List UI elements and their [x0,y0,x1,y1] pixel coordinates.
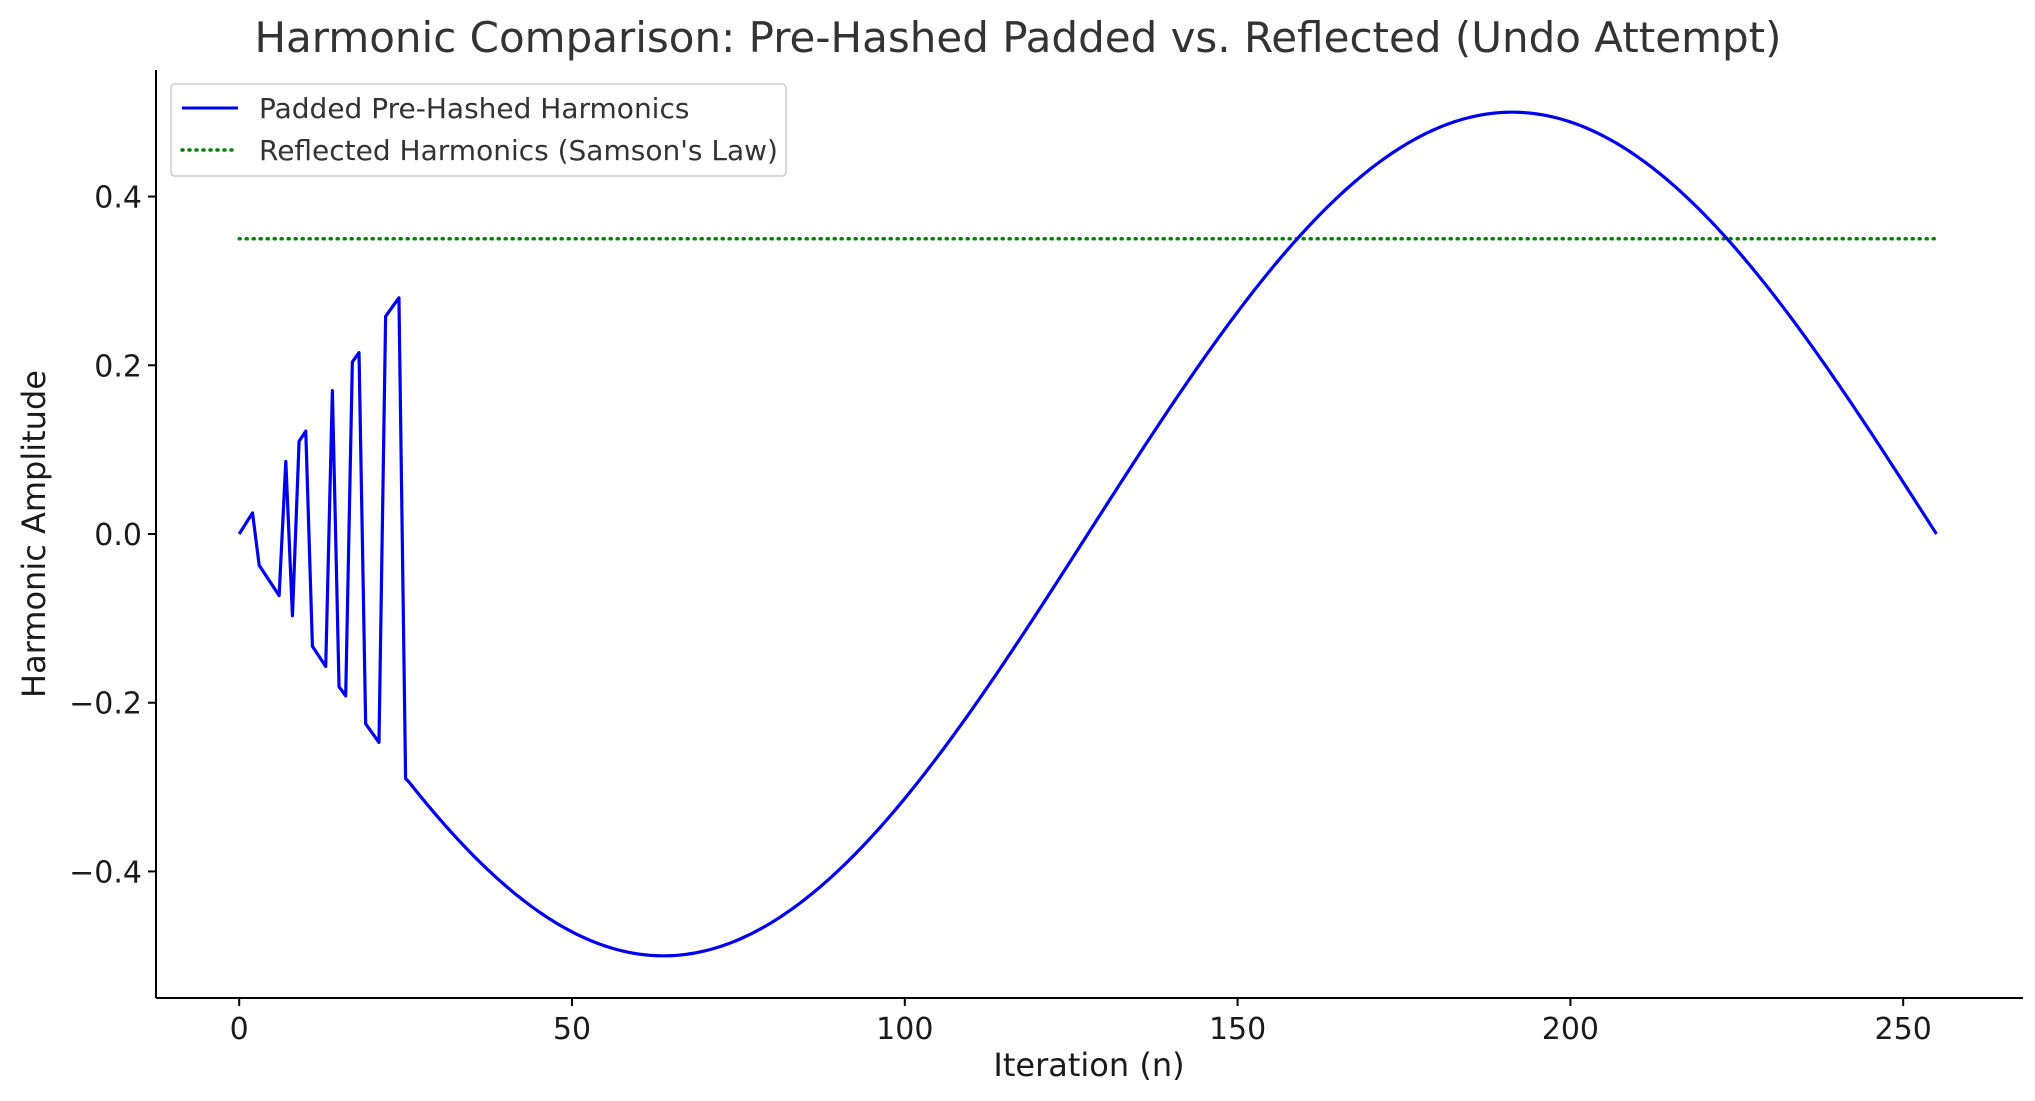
x-tick-label: 250 [1875,1012,1932,1047]
x-tick-label: 50 [553,1012,591,1047]
y-tick-label: 0.2 [94,349,142,384]
series-layer [237,110,1939,958]
x-tick-label: 0 [230,1012,249,1047]
x-tick-label: 200 [1542,1012,1599,1047]
chart-title: Harmonic Comparison: Pre-Hashed Padded v… [254,13,1781,62]
x-axis-label: Iteration (n) [993,1046,1184,1084]
x-tick-label: 100 [876,1012,933,1047]
y-axis-label: Harmonic Amplitude [15,370,53,698]
y-tick-label: 0.0 [94,518,142,553]
y-tick-label: −0.2 [69,687,142,722]
y-ticks: −0.4 −0.2 0.0 0.2 0.4 [69,181,156,890]
series-padded-line [237,110,1938,958]
y-tick-label: 0.4 [94,181,142,216]
legend-label-padded: Padded Pre-Hashed Harmonics [259,92,689,125]
y-tick-label: −0.4 [69,855,142,890]
legend: Padded Pre-Hashed Harmonics Reflected Ha… [170,83,787,177]
legend-box [170,83,787,177]
legend-label-reflected: Reflected Harmonics (Samson's Law) [259,134,778,167]
x-tick-label: 150 [1209,1012,1266,1047]
x-ticks: 0 50 100 150 200 250 [230,998,1932,1047]
